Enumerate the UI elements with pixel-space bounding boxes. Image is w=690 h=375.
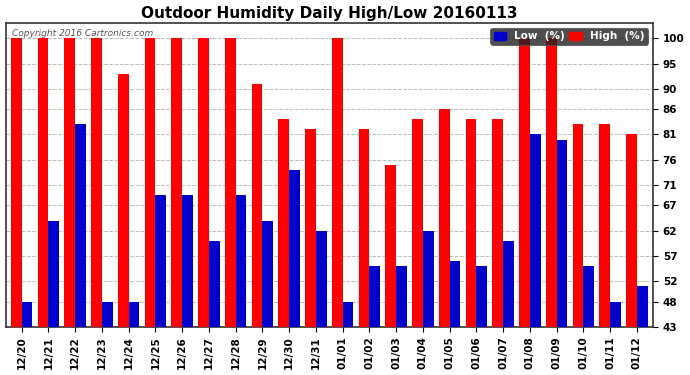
Bar [209, 241, 219, 327]
Bar [412, 119, 423, 327]
Bar [305, 129, 316, 327]
Bar [252, 84, 262, 327]
Bar [279, 119, 289, 327]
Bar [369, 266, 380, 327]
Bar [262, 220, 273, 327]
Bar [332, 38, 343, 327]
Title: Outdoor Humidity Daily High/Low 20160113: Outdoor Humidity Daily High/Low 20160113 [141, 6, 518, 21]
Bar [546, 38, 557, 327]
Bar [128, 302, 139, 327]
Bar [519, 38, 530, 327]
Text: Copyright 2016 Cartronics.com: Copyright 2016 Cartronics.com [12, 29, 153, 38]
Bar [600, 124, 610, 327]
Bar [466, 119, 476, 327]
Bar [627, 135, 637, 327]
Bar [182, 195, 193, 327]
Bar [610, 302, 621, 327]
Bar [171, 38, 182, 327]
Bar [396, 266, 407, 327]
Bar [343, 302, 353, 327]
Bar [503, 241, 514, 327]
Bar [573, 124, 584, 327]
Bar [75, 124, 86, 327]
Bar [155, 195, 166, 327]
Bar [64, 38, 75, 327]
Bar [386, 165, 396, 327]
Bar [289, 170, 300, 327]
Bar [316, 231, 326, 327]
Bar [198, 38, 209, 327]
Bar [637, 286, 648, 327]
Bar [530, 135, 540, 327]
Bar [38, 38, 48, 327]
Bar [145, 38, 155, 327]
Bar [423, 231, 433, 327]
Bar [91, 38, 102, 327]
Bar [493, 119, 503, 327]
Bar [359, 129, 369, 327]
Bar [21, 302, 32, 327]
Bar [584, 266, 594, 327]
Bar [439, 109, 450, 327]
Bar [450, 261, 460, 327]
Legend: Low  (%), High  (%): Low (%), High (%) [491, 28, 648, 45]
Bar [118, 74, 128, 327]
Bar [48, 220, 59, 327]
Bar [476, 266, 487, 327]
Bar [102, 302, 112, 327]
Bar [557, 140, 567, 327]
Bar [225, 38, 235, 327]
Bar [235, 195, 246, 327]
Bar [11, 38, 21, 327]
